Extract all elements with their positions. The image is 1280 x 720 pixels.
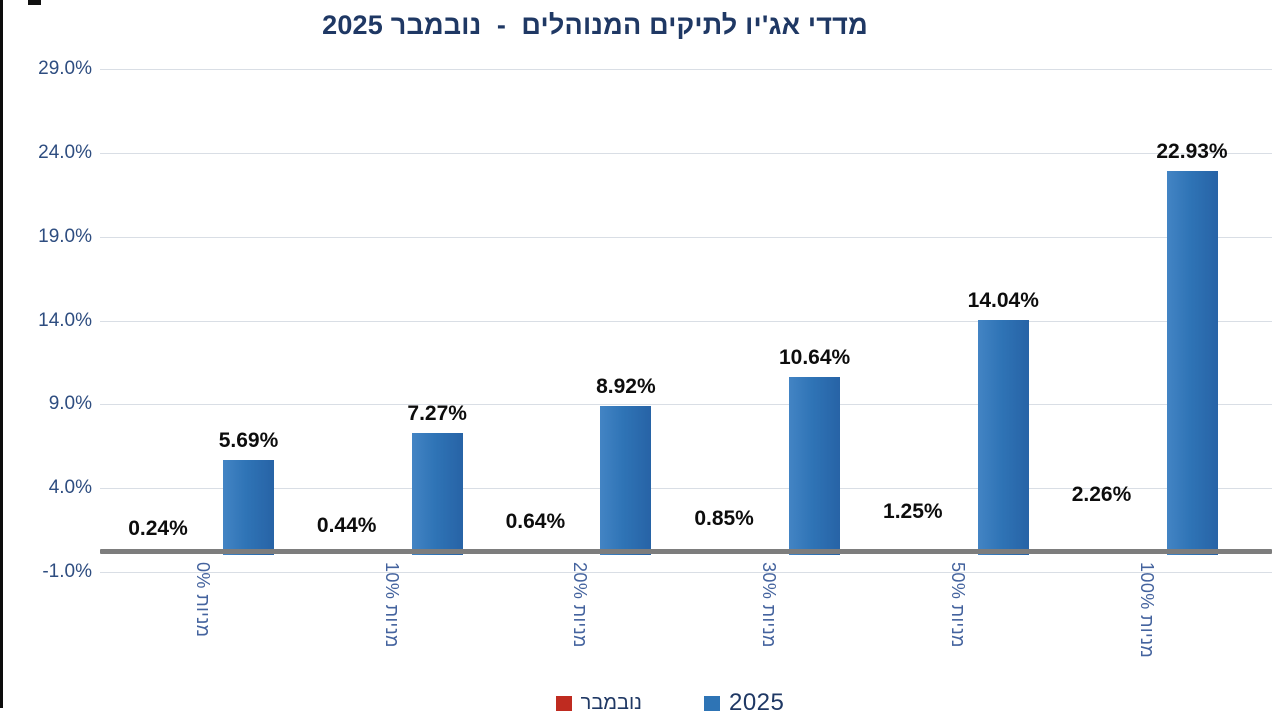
value-label-2025-0: 5.69%	[218, 428, 279, 452]
value-label-november-3: 0.85%	[694, 506, 754, 530]
x-axis-line	[100, 549, 1272, 554]
x-axis-label-5: מניות 100%	[1136, 562, 1157, 659]
bar-2025-2	[600, 405, 652, 555]
value-label-2025-3: 10.64%	[778, 345, 851, 369]
x-axis-label-1: מניות 10%	[381, 562, 402, 648]
y-tick-label: -1.0%	[42, 560, 92, 582]
bar-2025-4	[977, 319, 1029, 555]
bar-2025-3	[789, 376, 841, 555]
value-label-november-0: 0.24%	[128, 516, 188, 540]
legend-swatch-blue-icon	[703, 695, 720, 711]
value-label-november-1: 0.44%	[316, 513, 377, 537]
left-border-line	[0, 0, 3, 708]
x-axis-label-2: מניות 20%	[570, 562, 591, 648]
legend-item-2025: 2025	[703, 689, 785, 717]
bar-2025-5	[1166, 170, 1218, 555]
legend-item-november: נובמבר	[555, 691, 642, 715]
gridline	[100, 320, 1272, 322]
y-tick-label: 9.0%	[48, 393, 92, 415]
bar-2025-0	[223, 459, 274, 555]
gridline	[100, 488, 1272, 489]
y-tick-label: 4.0%	[48, 477, 92, 498]
legend-label-2025: 2025	[728, 689, 785, 716]
value-label-2025-1: 7.27%	[407, 402, 467, 426]
gridline	[100, 236, 1272, 238]
chart-title: מדדי אג'יו לתיקים המנוהלים - נובמבר 2025	[322, 10, 868, 40]
y-tick-label: 14.0%	[38, 309, 92, 331]
bar-2025-1	[411, 433, 463, 555]
value-label-2025-5: 22.93%	[1156, 139, 1228, 163]
x-axis-label-4: מניות 50%	[947, 562, 968, 648]
y-tick-label: 19.0%	[38, 225, 92, 247]
gridline	[100, 69, 1272, 71]
value-label-2025-4: 14.04%	[967, 288, 1039, 312]
y-tick-label: 29.0%	[38, 58, 92, 80]
legend: נובמבר 2025	[500, 689, 840, 717]
x-axis-label-3: מניות 30%	[759, 562, 780, 648]
value-label-2025-2: 8.92%	[596, 374, 656, 398]
gridline	[100, 571, 1272, 573]
gridline	[100, 404, 1272, 406]
value-label-november-2: 0.64%	[505, 510, 566, 534]
legend-label-november: נובמבר	[580, 691, 642, 714]
value-label-november-4: 1.25%	[883, 500, 943, 524]
value-label-november-5: 2.26%	[1071, 483, 1132, 507]
legend-swatch-red-icon	[555, 695, 572, 711]
y-tick-label: 24.0%	[38, 142, 92, 163]
x-axis-label-0: מניות 0%	[193, 562, 213, 638]
gridline	[100, 153, 1272, 154]
screen-edge-artifact	[28, 0, 41, 5]
